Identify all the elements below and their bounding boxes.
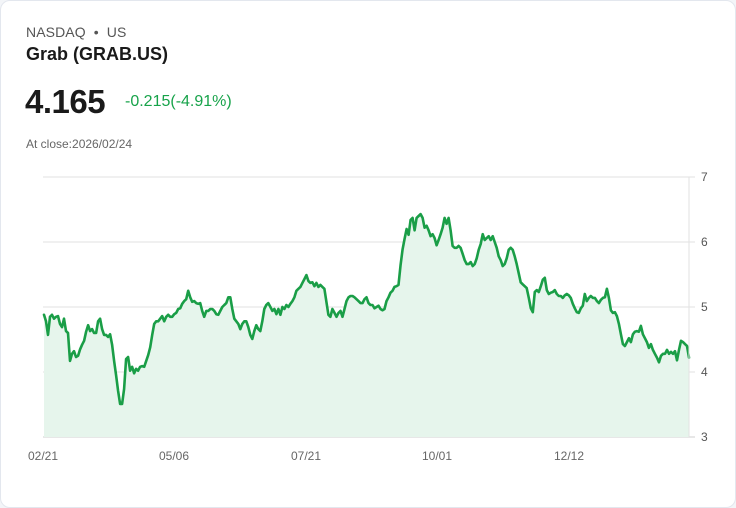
- x-tick-label: 07/21: [291, 449, 321, 463]
- x-tick-label: 12/12: [554, 449, 584, 463]
- y-tick-label: 6: [701, 235, 708, 249]
- last-price: 4.165: [25, 83, 106, 120]
- price-change: -0.215(-4.91%): [125, 93, 232, 110]
- y-tick-label: 4: [701, 365, 708, 379]
- separator-dot: •: [93, 24, 99, 40]
- exchange-line: NASDAQ • US: [26, 24, 126, 40]
- exchange-name: NASDAQ: [26, 24, 86, 40]
- close-date: At close:2026/02/24: [26, 137, 133, 151]
- y-axis-ticks: 3 4 5 6 7: [701, 170, 708, 444]
- price-line: [42, 212, 691, 406]
- region-label: US: [106, 24, 127, 40]
- x-tick-label: 05/06: [159, 449, 189, 463]
- x-axis-ticks: 02/21 05/06 07/21 10/01 12/12: [28, 449, 584, 463]
- price-area-fill: [44, 214, 689, 437]
- x-tick-label: 02/21: [28, 449, 58, 463]
- y-tick-label: 5: [701, 300, 708, 314]
- stock-title: Grab (GRAB.US): [26, 44, 169, 64]
- y-tick-label: 3: [701, 430, 708, 444]
- y-tick-label: 7: [701, 170, 708, 184]
- x-tick-label: 10/01: [422, 449, 452, 463]
